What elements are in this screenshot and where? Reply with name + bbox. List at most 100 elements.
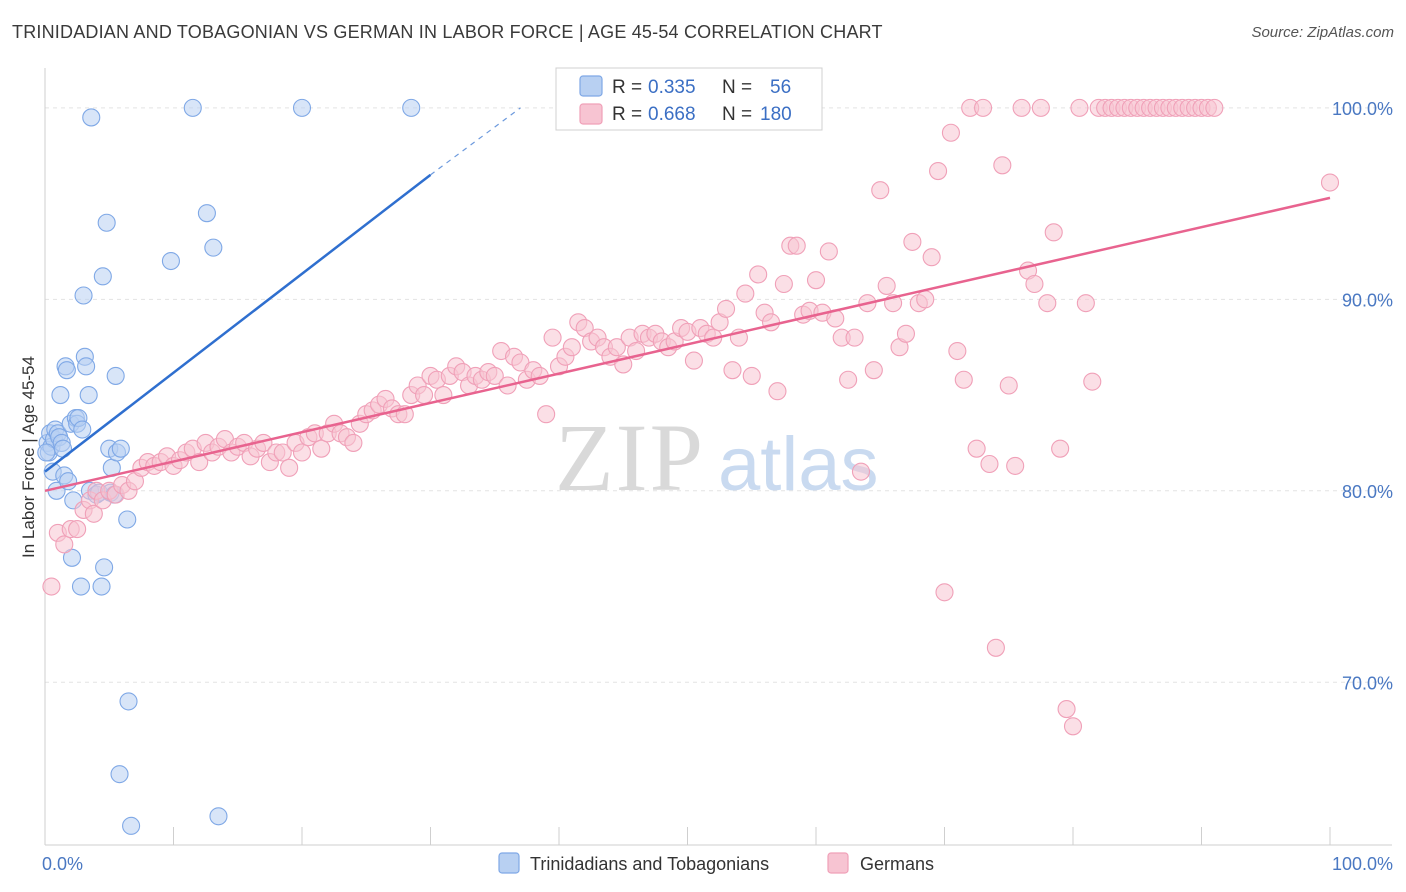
gridlines (45, 107, 1392, 683)
y-tick-label: 90.0% (1342, 290, 1393, 310)
data-point (92, 577, 111, 596)
data-point (787, 236, 806, 255)
x-tick-label: 100.0% (1332, 854, 1393, 874)
legend-box: R = 0.335 N = 56 R = 0.668 N = 180 (555, 67, 823, 131)
data-point (851, 462, 871, 481)
data-point (1083, 372, 1102, 391)
data-point (1051, 439, 1070, 458)
watermark: ZIP atlas (555, 404, 879, 511)
data-point (79, 386, 98, 405)
chart-source: Source: ZipAtlas.com (1251, 24, 1394, 41)
data-point (999, 376, 1018, 395)
data-point (55, 535, 74, 554)
data-point (118, 510, 137, 529)
data-point (273, 443, 292, 462)
data-point (106, 366, 125, 385)
data-point (749, 265, 768, 284)
data-point (71, 577, 91, 596)
watermark-atlas: atlas (718, 422, 879, 507)
data-point (95, 558, 114, 577)
data-point (916, 290, 935, 309)
data-point (736, 284, 755, 303)
y-axis-title: In Labor Force | Age 45-54 (19, 356, 38, 558)
data-point (1031, 98, 1050, 117)
data-point (993, 156, 1012, 175)
data-point (903, 232, 922, 251)
data-point (1012, 98, 1031, 117)
data-point (312, 439, 331, 458)
data-point (819, 242, 838, 261)
legend-r-label-2: R = (612, 104, 642, 125)
data-point (1044, 223, 1063, 242)
data-point (37, 443, 56, 462)
data-point (292, 98, 312, 117)
data-point (839, 370, 858, 389)
legend-r-value-1: 0.335 (648, 77, 696, 98)
bottom-legend: Trinidadians and Tobagonians Germans (498, 852, 934, 874)
data-point (929, 161, 948, 181)
data-point (806, 271, 826, 290)
data-point (980, 454, 999, 474)
data-point (97, 213, 116, 232)
data-point (967, 439, 986, 458)
data-point (485, 366, 504, 385)
data-point (93, 267, 112, 286)
data-point (1076, 294, 1095, 313)
data-point (197, 204, 216, 223)
data-point (768, 382, 787, 401)
data-point (122, 816, 141, 835)
y-tick-labels: 70.0% 80.0% 90.0% 100.0% (1332, 99, 1393, 693)
data-point (183, 98, 202, 117)
data-point (57, 361, 76, 380)
y-tick-label: 80.0% (1342, 482, 1393, 502)
data-point (1006, 456, 1025, 475)
bottom-legend-label-trinidadians: Trinidadians and Tobagonians (530, 854, 769, 874)
legend-swatch-germans (579, 103, 603, 125)
data-point (51, 386, 70, 405)
data-point (877, 276, 896, 295)
data-point (77, 357, 96, 376)
data-point (896, 324, 916, 343)
data-point (415, 386, 434, 405)
data-point (119, 692, 138, 711)
data-point (68, 520, 87, 539)
bottom-legend-swatch-trinidadians (498, 852, 520, 874)
data-point (607, 338, 626, 357)
data-point (82, 108, 101, 127)
data-point (742, 366, 761, 385)
data-point (684, 351, 703, 370)
data-point (161, 251, 180, 271)
bottom-legend-label-germans: Germans (860, 854, 934, 874)
data-point (973, 98, 993, 117)
data-point (1070, 98, 1089, 117)
data-point (562, 338, 581, 357)
chart-title: TRINIDADIAN AND TOBAGONIAN VS GERMAN IN … (12, 22, 883, 42)
legend-n-value-1: 56 (770, 77, 791, 98)
data-point (941, 123, 960, 142)
data-point (62, 548, 82, 567)
x-tick-label: 0.0% (42, 854, 83, 874)
data-point (761, 313, 781, 332)
legend-r-label-1: R = (612, 77, 642, 98)
legend-swatch-trinidadians (579, 75, 603, 97)
data-point (402, 98, 421, 117)
legend-n-label-2: N = (722, 104, 752, 125)
data-point (204, 238, 223, 257)
data-point (42, 577, 61, 596)
legend-n-label-1: N = (722, 77, 752, 98)
data-point (1063, 717, 1083, 736)
data-point (922, 248, 941, 267)
trend-line-extension (430, 107, 521, 176)
data-point (774, 274, 793, 294)
watermark-zip: ZIP (555, 404, 705, 511)
trend-lines (44, 107, 1331, 493)
data-point (543, 328, 562, 347)
data-point (1205, 98, 1224, 117)
bottom-legend-swatch-germans (827, 852, 849, 874)
data-point (344, 433, 363, 452)
data-point (111, 439, 130, 458)
series-trinidadians-points (37, 98, 421, 835)
data-point (537, 405, 556, 424)
data-point (110, 765, 129, 784)
